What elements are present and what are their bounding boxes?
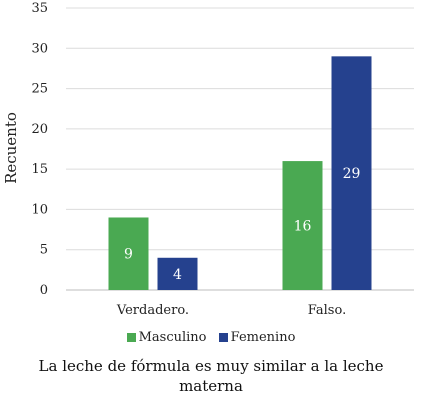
x-axis-title: La leche de fórmula es muy similar a la …: [38, 357, 384, 395]
y-axis-ticks: 0 5 10 15 20 25 30 35: [31, 1, 48, 298]
y-tick-label: 30: [31, 41, 48, 56]
legend-label-femenino: Femenino: [230, 330, 296, 345]
data-label: 9: [124, 247, 133, 263]
legend-item-femenino: Femenino: [218, 330, 296, 345]
bar-femenino-0: [157, 257, 198, 290]
legend: Masculino Femenino: [0, 330, 422, 346]
data-label: 4: [173, 267, 182, 283]
y-tick-label: 0: [40, 283, 48, 298]
data-label: 29: [343, 166, 361, 182]
y-tick-label: 15: [31, 162, 48, 177]
y-axis-title: Recuento: [2, 112, 20, 184]
y-tick-label: 5: [40, 243, 48, 258]
y-tick-label: 20: [31, 122, 48, 137]
legend-swatch-femenino: [218, 333, 228, 342]
y-tick-label: 25: [31, 82, 48, 97]
x-axis-categories: Verdadero. Falso.: [116, 303, 346, 318]
y-tick-label: 10: [31, 202, 48, 217]
category-label: Verdadero.: [116, 303, 189, 318]
category-label: Falso.: [308, 303, 346, 318]
bar-masculino-1: [282, 161, 323, 290]
bar-femenino-1: [331, 56, 372, 290]
legend-swatch-masculino: [126, 333, 136, 342]
bar-masculino-0: [108, 217, 149, 290]
bars: 9 4 16 29: [108, 56, 372, 290]
legend-item-masculino: Masculino: [126, 330, 207, 345]
y-tick-label: 35: [31, 1, 48, 16]
data-label: 16: [294, 219, 312, 235]
legend-label-masculino: Masculino: [138, 330, 207, 345]
